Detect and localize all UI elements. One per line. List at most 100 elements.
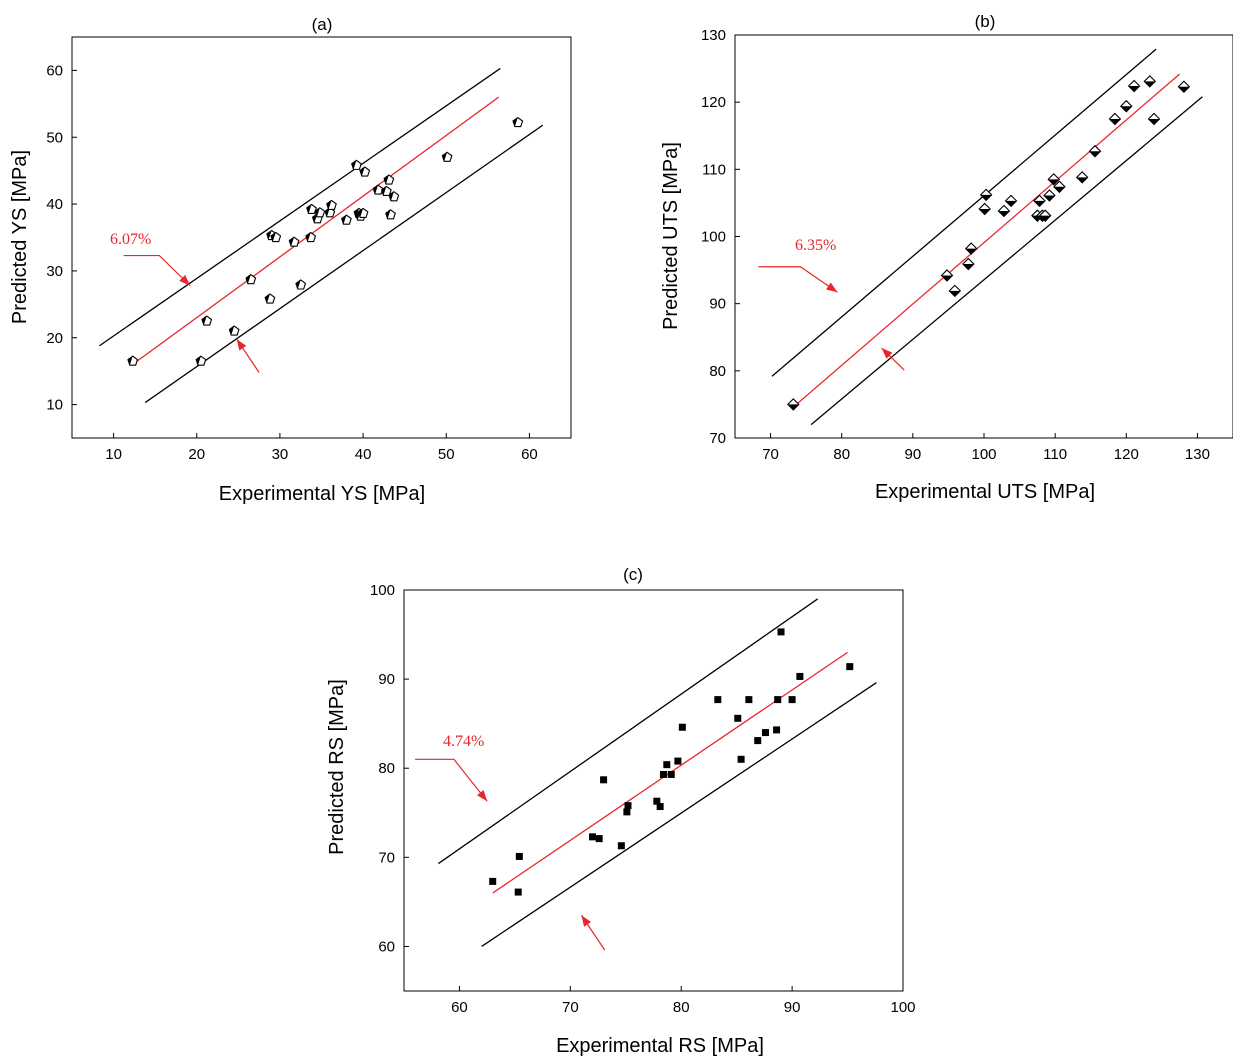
data-point-c-11 xyxy=(659,770,667,778)
data-point-b-4 xyxy=(964,242,978,255)
x-tick-label-b-6: 130 xyxy=(1185,446,1210,463)
band-label-c: 4.74% xyxy=(443,733,484,750)
upper-bound-line-b xyxy=(771,48,1157,377)
data-point-a-10 xyxy=(305,231,317,243)
data-point-b-10 xyxy=(1033,194,1046,208)
data-point-b-16 xyxy=(1075,171,1089,184)
x-tick-label-a-3: 40 xyxy=(355,446,372,463)
y-tick-label-b-2: 90 xyxy=(709,296,726,313)
data-point-c-4 xyxy=(595,835,603,843)
arrowhead-c-1 xyxy=(581,915,592,927)
y-tick-label-a-0: 10 xyxy=(46,397,63,414)
data-point-c-26 xyxy=(796,672,804,680)
data-point-b-12 xyxy=(1038,209,1052,222)
data-point-a-1 xyxy=(195,355,207,366)
data-point-a-22 xyxy=(372,184,384,195)
data-point-c-1 xyxy=(514,888,522,896)
annotation-arrow-c-0 xyxy=(415,758,488,802)
data-point-b-23 xyxy=(1177,80,1191,93)
y-tick-label-a-3: 40 xyxy=(46,196,63,213)
panel-title-a: (a) xyxy=(312,15,333,34)
data-point-c-6 xyxy=(617,842,625,850)
x-tick-label-b-0: 70 xyxy=(762,446,779,463)
data-point-b-17 xyxy=(1088,144,1102,158)
data-point-c-9 xyxy=(653,797,661,805)
x-tick-label-b-3: 100 xyxy=(971,446,996,463)
annotation-arrow-b-0 xyxy=(758,266,838,293)
data-point-b-13 xyxy=(1043,189,1056,202)
data-point-a-17 xyxy=(351,159,362,170)
annotation-arrow-a-0 xyxy=(123,254,191,287)
data-point-a-13 xyxy=(314,207,326,218)
data-point-b-6 xyxy=(979,188,993,202)
data-point-a-20 xyxy=(357,207,369,219)
data-point-a-28 xyxy=(512,116,524,128)
y-tick-label-b-3: 100 xyxy=(701,229,726,246)
data-point-a-9 xyxy=(295,279,307,290)
x-axis-label-b: Experimental UTS [MPa] xyxy=(875,481,1095,503)
y-tick-label-b-1: 80 xyxy=(709,363,726,380)
data-point-a-14 xyxy=(324,207,336,218)
data-point-c-3 xyxy=(589,833,597,841)
band-label-a: 6.07% xyxy=(110,231,151,248)
data-point-a-24 xyxy=(383,174,395,185)
data-point-c-22 xyxy=(773,726,781,734)
data-point-c-21 xyxy=(761,729,769,737)
y-tick-label-a-4: 50 xyxy=(46,129,63,146)
data-point-c-25 xyxy=(788,696,796,704)
x-tick-label-c-1: 70 xyxy=(562,999,579,1016)
x-tick-label-b-2: 90 xyxy=(905,446,922,463)
lower-bound-line-a xyxy=(144,124,544,404)
data-point-c-10 xyxy=(656,803,664,811)
x-tick-label-c-3: 90 xyxy=(784,999,801,1016)
data-point-a-23 xyxy=(380,185,392,196)
x-tick-label-b-1: 80 xyxy=(833,446,850,463)
data-point-c-16 xyxy=(714,696,722,704)
data-point-c-19 xyxy=(745,696,753,704)
y-tick-label-b-6: 130 xyxy=(701,27,726,44)
data-point-b-20 xyxy=(1127,79,1141,93)
chart-panel-c: (c) Experimental RS [MPa] Predicted RS [… xyxy=(326,565,916,1057)
data-point-c-15 xyxy=(678,723,686,731)
panel-title-b: (b) xyxy=(975,12,996,31)
data-point-b-7 xyxy=(997,204,1011,218)
y-tick-label-c-4: 100 xyxy=(370,582,395,599)
data-point-c-17 xyxy=(734,714,742,722)
arrowhead-a-1 xyxy=(236,339,247,351)
data-point-b-2 xyxy=(948,284,962,298)
x-tick-label-c-0: 60 xyxy=(451,999,468,1016)
data-point-b-3 xyxy=(962,257,975,271)
data-point-b-15 xyxy=(1053,180,1066,194)
data-point-a-25 xyxy=(385,209,396,220)
y-axis-label-b: Predicted UTS [MPa] xyxy=(660,142,682,330)
data-point-b-21 xyxy=(1143,75,1157,88)
data-point-b-1 xyxy=(940,269,954,282)
data-point-c-2 xyxy=(515,852,523,860)
data-point-b-5 xyxy=(978,202,991,216)
lower-bound-line-c xyxy=(481,682,877,947)
data-point-b-22 xyxy=(1147,112,1161,126)
data-point-a-3 xyxy=(228,325,240,336)
data-point-c-5 xyxy=(600,776,608,784)
data-point-b-14 xyxy=(1047,173,1060,186)
data-point-c-20 xyxy=(754,737,762,745)
data-point-a-4 xyxy=(245,273,257,285)
y-tick-label-a-5: 60 xyxy=(46,62,63,79)
data-point-a-27 xyxy=(441,151,453,162)
data-point-a-5 xyxy=(264,293,276,304)
plot-frame-c xyxy=(403,589,904,992)
data-point-b-0 xyxy=(787,398,800,411)
arrowhead-c-0 xyxy=(477,789,488,802)
y-tick-label-a-1: 20 xyxy=(46,330,63,347)
data-point-a-21 xyxy=(359,166,371,177)
data-point-c-14 xyxy=(674,757,682,765)
data-point-c-24 xyxy=(777,628,785,636)
upper-bound-line-a xyxy=(99,67,501,347)
data-point-c-23 xyxy=(774,696,782,704)
arrowhead-a-0 xyxy=(179,274,191,286)
data-point-b-19 xyxy=(1120,99,1133,113)
x-tick-label-b-5: 120 xyxy=(1114,446,1139,463)
y-axis-label-c: Predicted RS [MPa] xyxy=(326,679,348,855)
x-tick-label-a-4: 50 xyxy=(438,446,455,463)
data-point-c-7 xyxy=(623,808,631,816)
